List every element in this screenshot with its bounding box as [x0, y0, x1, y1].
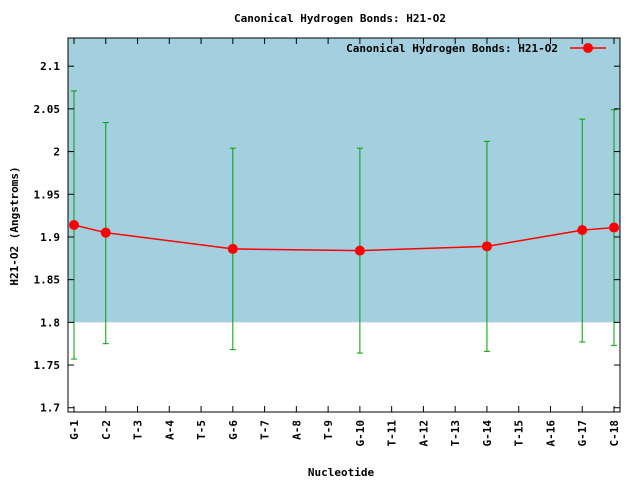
x-tick-label: A-12 — [417, 420, 430, 447]
x-tick-label: T-15 — [513, 420, 526, 447]
data-point — [577, 225, 588, 236]
x-tick-label: T-9 — [322, 420, 335, 440]
y-tick-label: 2 — [53, 146, 60, 159]
plot-frame — [67, 37, 621, 413]
x-tick-label: T-11 — [386, 420, 399, 447]
x-tick-label: A-4 — [163, 420, 176, 440]
x-axis: G-1 C-2 T-3 A-4 T-5 G-6 T-7 A-8 T-9 G-10 T-11 A-12 T… — [68, 38, 621, 447]
x-tick-label: T-7 — [259, 420, 272, 440]
y-tick-label: 1.85 — [34, 274, 61, 287]
x-tick-label: G-10 — [354, 420, 367, 447]
data-points — [69, 220, 619, 256]
legend: Canonical Hydrogen Bonds: H21-O2 — [346, 42, 606, 55]
y-axis-label: H21-O2 (Angstroms) — [8, 166, 21, 285]
x-tick-label: G-1 — [68, 420, 81, 440]
y-tick-label: 2.05 — [34, 103, 61, 116]
x-tick-label: C-2 — [100, 420, 113, 440]
x-axis-label: Nucleotide — [308, 466, 375, 479]
legend-label: Canonical Hydrogen Bonds: H21-O2 — [346, 42, 558, 55]
shaded-band — [68, 38, 620, 323]
y-tick-label: 1.75 — [34, 359, 61, 372]
x-tick-label: G-17 — [576, 420, 589, 447]
x-tick-label: T-13 — [449, 420, 462, 447]
y-tick-label: 1.95 — [34, 188, 61, 201]
data-point — [354, 245, 365, 256]
data-point — [481, 241, 492, 252]
x-tick-label: A-16 — [544, 420, 557, 447]
data-point — [100, 227, 111, 238]
chart-title: Canonical Hydrogen Bonds: H21-O2 — [234, 12, 446, 25]
y-tick-label: 1.9 — [40, 231, 60, 244]
y-tick-label: 1.8 — [40, 316, 60, 329]
x-tick-label: C-18 — [608, 420, 621, 447]
y-tick-label: 2.1 — [40, 60, 60, 73]
data-point — [609, 222, 619, 233]
x-tick-label: T-5 — [195, 420, 208, 440]
x-tick-label: T-3 — [132, 420, 145, 440]
y-tick-label: 1.7 — [40, 402, 60, 415]
data-point — [69, 220, 79, 230]
legend-marker-swatch — [583, 43, 593, 53]
x-tick-label: G-6 — [227, 420, 240, 440]
x-tick-label: G-14 — [481, 420, 494, 447]
y-axis: 1.7 1.75 1.8 1.85 1.9 1.95 2 2.05 2.1 — [34, 60, 620, 415]
x-tick-label: A-8 — [290, 420, 303, 440]
data-point — [227, 243, 238, 254]
